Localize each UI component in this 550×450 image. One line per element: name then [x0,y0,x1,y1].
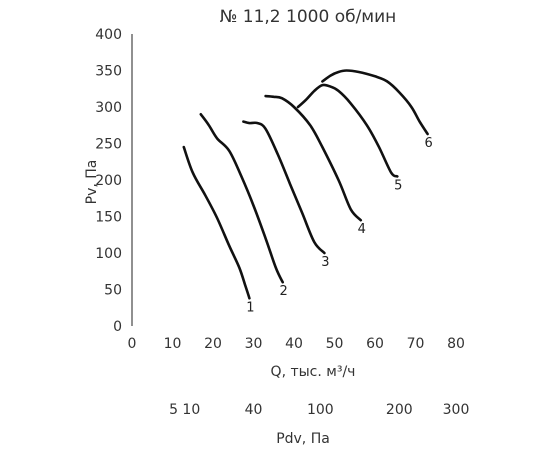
x-tick-label: 20 [204,336,222,352]
curve-label-3: 3 [321,255,329,270]
y-tick-label: 300 [95,100,122,116]
curve-6 [321,69,429,136]
x-tick-label: 80 [447,336,465,352]
pdv-tick-label: 100 [307,402,334,418]
y-axis-label: Pv, Па [84,160,100,205]
curve-label-4: 4 [358,222,366,237]
curve-label-6: 6 [425,136,433,151]
x-tick-label: 40 [285,336,303,352]
curve-2 [199,113,284,284]
curve-label-2: 2 [280,284,288,299]
curve-label-5: 5 [394,178,402,193]
curve-5 [296,83,399,178]
chart-title: № 11,2 1000 об/мин [220,7,397,27]
y-tick-label: 250 [95,137,122,153]
y-tick-label: 100 [95,246,122,262]
pdv-axis-label: Pdv, Па [276,431,330,447]
y-tick-label: 200 [95,173,122,189]
y-tick-label: 350 [95,64,122,80]
x-tick-label: 50 [326,336,344,352]
y-tick-label: 50 [104,283,122,299]
x-tick-label: 70 [407,336,425,352]
x-tick-label: 60 [366,336,384,352]
curve-label-1: 1 [246,300,254,315]
x-axis-label: Q, тыс. м³/ч [271,364,356,380]
x-ticks: 0 10 20 30 40 50 60 70 80 [128,336,465,352]
curve-1 [182,145,251,300]
pdv-tick-label: 200 [386,402,413,418]
x-tick-label: 0 [128,336,137,352]
curves [182,69,429,300]
pdv-tick-label: 5 10 [169,402,200,418]
x-tick-label: 30 [245,336,263,352]
pdv-tick-label: 300 [443,402,470,418]
x-tick-label: 10 [164,336,182,352]
pdv-tick-label: 40 [245,402,263,418]
curve-3 [242,120,326,255]
curve-labels: 1 2 3 4 5 6 [246,136,432,315]
y-tick-label: 150 [95,210,122,226]
curve-4 [264,94,363,222]
pdv-ticks: 5 10 40 100 200 300 [169,402,469,418]
y-tick-label: 400 [95,27,122,43]
y-ticks: 0 50 100 150 200 250 300 350 400 [95,27,122,335]
y-tick-label: 0 [113,319,122,335]
